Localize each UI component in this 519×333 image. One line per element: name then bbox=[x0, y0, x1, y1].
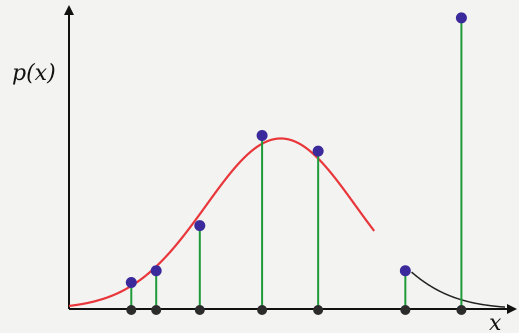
sample-stems bbox=[130, 17, 463, 310]
sample-markers bbox=[125, 12, 467, 288]
tail-curve bbox=[411, 271, 506, 308]
axes bbox=[64, 5, 517, 314]
y-axis-label: p(x) bbox=[12, 61, 56, 86]
sample-marker bbox=[194, 220, 206, 232]
sample-base-dot bbox=[456, 305, 467, 315]
sample-base-dots bbox=[126, 305, 467, 315]
sample-marker bbox=[399, 265, 411, 277]
sample-base-dot bbox=[257, 305, 268, 315]
sample-marker bbox=[125, 276, 137, 288]
density-curve bbox=[68, 137, 376, 308]
x-axis-label: x bbox=[489, 311, 502, 333]
sample-base-dot bbox=[400, 305, 411, 315]
sample-marker bbox=[455, 12, 467, 24]
sample-base-dot bbox=[126, 305, 137, 315]
sample-base-dot bbox=[313, 305, 324, 315]
sample-marker bbox=[150, 265, 162, 277]
sample-marker bbox=[312, 145, 324, 157]
sample-marker bbox=[256, 129, 268, 141]
sample-base-dot bbox=[194, 305, 205, 315]
sample-base-dot bbox=[151, 305, 162, 315]
